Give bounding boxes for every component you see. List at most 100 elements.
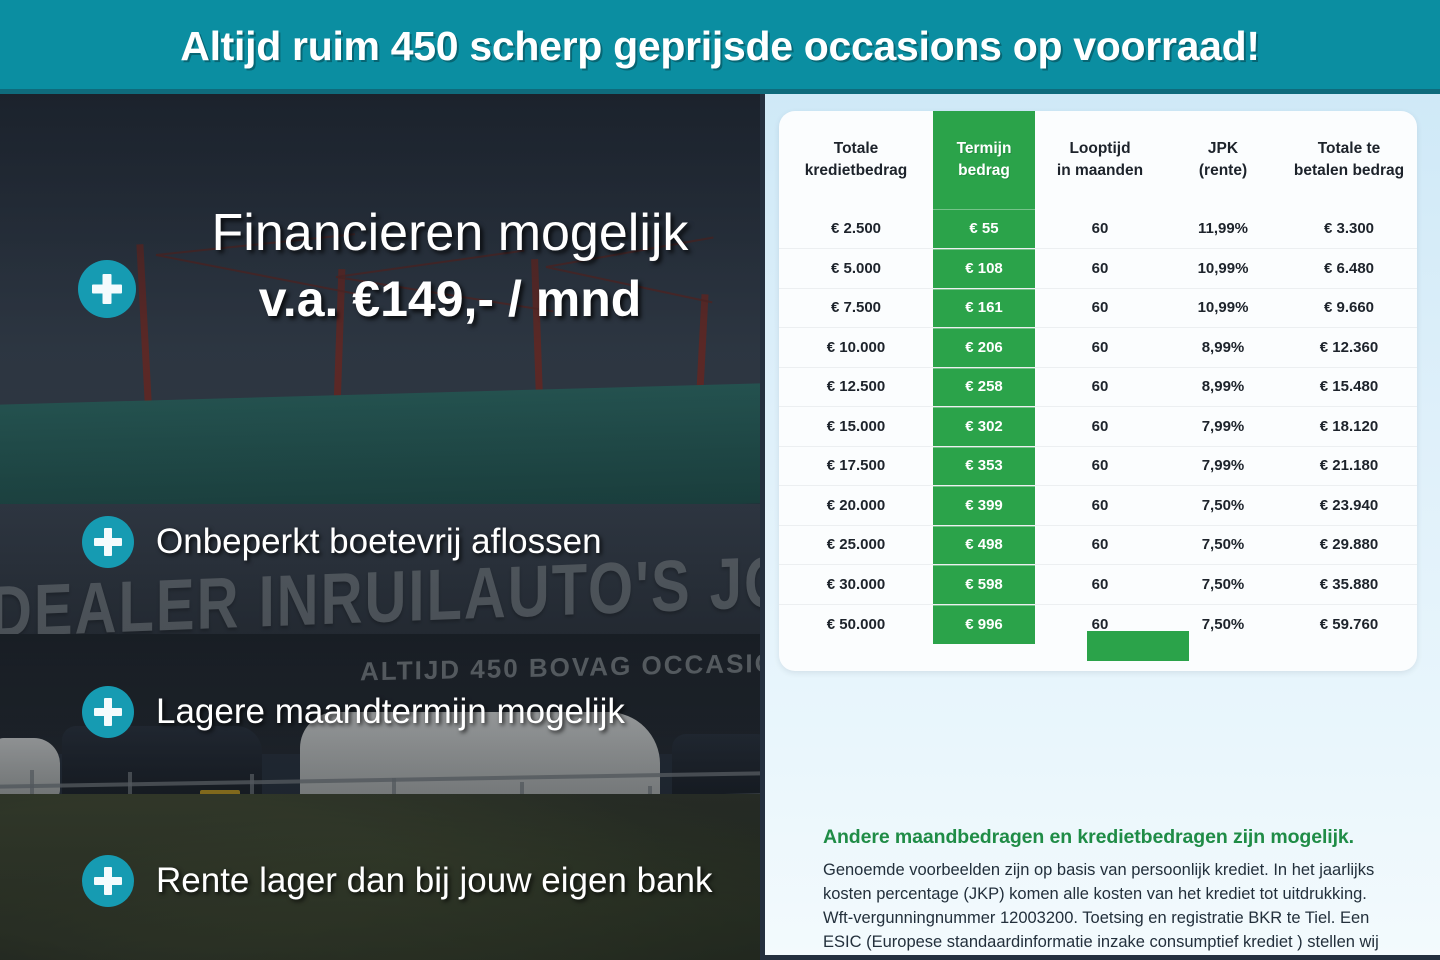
table-cell: 10,99% — [1197, 259, 1249, 277]
note-title: Andere maandbedragen en kredietbedragen … — [823, 826, 1354, 848]
table-row: € 30.000 € 598 60 7,50% € 35.880 — [779, 564, 1417, 604]
table-cell: 60 — [1091, 299, 1109, 317]
table-cell: 7,50% — [1201, 496, 1245, 514]
table-body: € 2.500 € 55 60 11,99% € 3.300 € 5.000 € 108 60… — [779, 209, 1417, 644]
plus-circle-icon — [82, 855, 134, 907]
table-row: € 15.000 € 302 60 7,99% € 18.120 — [779, 406, 1417, 446]
plus-circle-icon — [78, 260, 136, 318]
financing-table-card: Totale kredietbedrag Termijn bedrag Looptijd… — [779, 111, 1417, 671]
table-cell: € 18.120 — [1319, 417, 1379, 435]
table-cell: 60 — [1091, 575, 1109, 593]
list-item-label: Lagere maandtermijn mogelijk — [156, 692, 625, 731]
table-row: € 12.500 € 258 60 8,99% € 15.480 — [779, 367, 1417, 407]
table-row: € 50.000 € 996 60 7,50% € 59.760 — [779, 604, 1417, 644]
column-header-line2: bedrag — [958, 162, 1010, 179]
table-row: € 7.500 € 161 60 10,99% € 9.660 — [779, 288, 1417, 328]
list-item: Onbeperkt boetevrij aflossen — [82, 516, 602, 568]
table-cell: 7,99% — [1201, 417, 1245, 435]
table-cell: € 12.500 — [826, 378, 886, 396]
feature-list: Financieren mogelijk v.a. €149,- / mnd O… — [0, 94, 760, 960]
column-header-line2: betalen bedrag — [1293, 162, 1405, 179]
column-header-1: Totale kredietbedrag — [779, 111, 933, 209]
plus-circle-icon — [82, 516, 134, 568]
table-cell: € 161 — [933, 288, 1035, 328]
page-subtitle: v.a. €149,- / mnd — [258, 270, 642, 327]
column-header-line2: in maanden — [1056, 162, 1144, 179]
table-cell: 60 — [1091, 259, 1109, 277]
column-header-line2: (rente) — [1198, 162, 1248, 179]
table-cell: 60 — [1091, 417, 1109, 435]
financing-info-panel: Totale kredietbedrag Termijn bedrag Looptijd… — [760, 94, 1440, 960]
note-body: Genoemde voorbeelden zijn op basis van p… — [823, 861, 1379, 951]
table-cell: € 23.940 — [1319, 496, 1379, 514]
table-row: € 20.000 € 399 60 7,50% € 23.940 — [779, 485, 1417, 525]
table-cell: € 996 — [933, 604, 1035, 644]
table-cell: € 302 — [933, 406, 1035, 446]
table-cell: 60 — [1091, 378, 1109, 396]
list-item: Lagere maandtermijn mogelijk — [82, 686, 625, 738]
table-cell: € 25.000 — [826, 536, 886, 554]
table-cell: € 6.480 — [1323, 259, 1375, 277]
table-cell: 7,50% — [1201, 536, 1245, 554]
table-cell: 60 — [1091, 615, 1109, 633]
table-cell: € 9.660 — [1323, 299, 1375, 317]
column-header-3: Looptijd in maanden — [1035, 111, 1165, 209]
highlight-column-cap — [1087, 631, 1189, 661]
column-header-line1: Termijn — [956, 139, 1012, 157]
table-cell: 60 — [1091, 496, 1109, 514]
table-cell: € 258 — [933, 367, 1035, 407]
top-banner: Altijd ruim 450 scherp geprijsde occasio… — [0, 0, 1440, 93]
table-row: € 10.000 € 206 60 8,99% € 12.360 — [779, 327, 1417, 367]
table-cell: € 353 — [933, 446, 1035, 486]
column-header-4: JPK (rente) — [1165, 111, 1281, 209]
table-cell: € 30.000 — [826, 575, 886, 593]
list-item-label: Rente lager dan bij jouw eigen bank — [156, 861, 713, 900]
table-cell: 60 — [1091, 220, 1109, 237]
table-cell: € 10.000 — [826, 338, 886, 356]
table-cell: € 399 — [933, 485, 1035, 525]
table-cell: 11,99% — [1197, 220, 1249, 237]
table-cell: 8,99% — [1201, 338, 1245, 356]
column-header-line1: Totale te — [1317, 139, 1381, 157]
table-cell: € 598 — [933, 564, 1035, 604]
table-cell: € 498 — [933, 525, 1035, 565]
column-header-line1: Totale — [833, 139, 879, 157]
top-banner-text: Altijd ruim 450 scherp geprijsde occasio… — [180, 23, 1260, 69]
plus-circle-icon — [82, 686, 134, 738]
table-cell: € 20.000 — [826, 496, 886, 514]
dealership-photo-panel: DEALER INRUILAUTO'S JOHAN MEURE ALTIJD 4… — [0, 94, 760, 960]
table-cell: 7,99% — [1201, 457, 1245, 475]
table-cell: € 108 — [933, 248, 1035, 288]
table-row: € 2.500 € 55 60 11,99% € 3.300 — [779, 209, 1417, 249]
table-cell: € 206 — [933, 327, 1035, 367]
table-cell: € 15.000 — [826, 417, 886, 435]
table-cell: 60 — [1091, 338, 1109, 356]
table-row: € 5.000 € 108 60 10,99% € 6.480 — [779, 248, 1417, 288]
headline-block: Financieren mogelijk v.a. €149,- / mnd — [140, 204, 760, 330]
list-item-label: Onbeperkt boetevrij aflossen — [156, 522, 602, 561]
table-cell: 8,99% — [1201, 378, 1245, 396]
table-cell: 10,99% — [1197, 299, 1249, 317]
headline-row — [78, 260, 136, 318]
table-row: € 25.000 € 498 60 7,50% € 29.880 — [779, 525, 1417, 565]
page-title: Financieren mogelijk — [211, 204, 689, 262]
table-cell: 60 — [1091, 457, 1109, 475]
table-cell: € 2.500 — [830, 220, 882, 237]
column-header-line2: kredietbedrag — [804, 162, 908, 179]
table-cell: € 29.880 — [1319, 536, 1379, 554]
column-header-line1: JPK — [1207, 139, 1239, 157]
table-header: Totale kredietbedrag Termijn bedrag Looptijd… — [779, 111, 1417, 209]
table-cell: 7,50% — [1201, 575, 1245, 593]
table-cell: € 17.500 — [826, 457, 886, 475]
table-cell: € 35.880 — [1319, 575, 1379, 593]
banner-underline — [0, 89, 1440, 94]
table-cell: 7,50% — [1201, 615, 1245, 633]
table-cell: € 55 — [933, 209, 1035, 249]
table-header-row: Totale kredietbedrag Termijn bedrag Looptijd… — [779, 111, 1417, 209]
column-header-line1: Looptijd — [1069, 139, 1131, 157]
table-cell: € 12.360 — [1319, 338, 1379, 356]
column-header-5: Totale te betalen bedrag — [1281, 111, 1417, 209]
financing-table: Totale kredietbedrag Termijn bedrag Looptijd… — [779, 111, 1417, 644]
column-header-2: Termijn bedrag — [933, 111, 1035, 209]
